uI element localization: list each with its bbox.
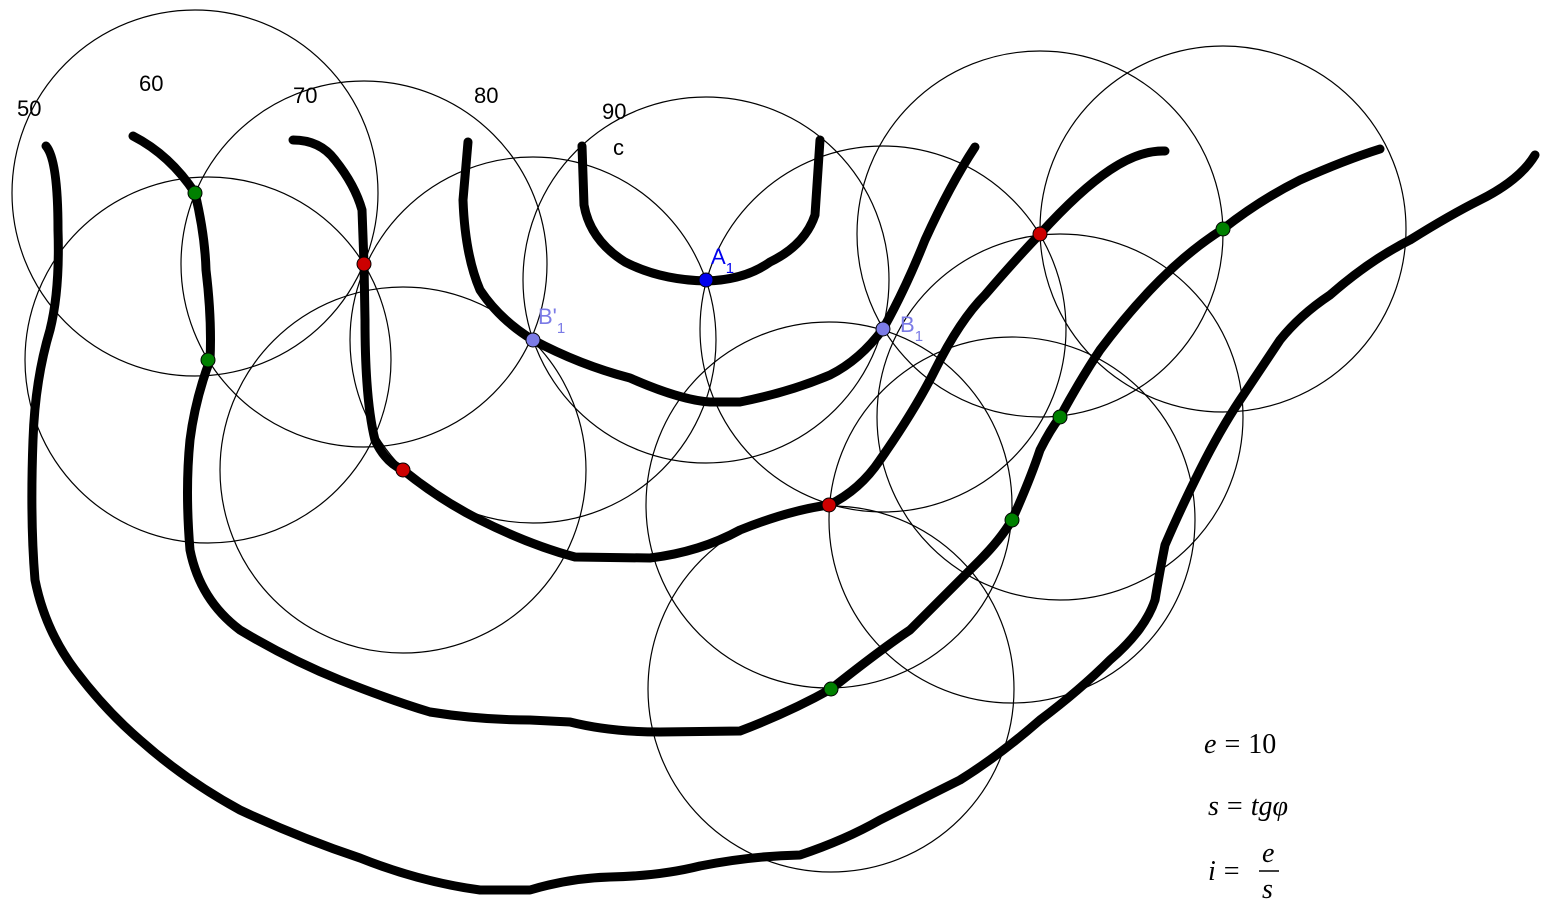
point-b1	[875, 321, 891, 337]
elevation-labels: 50 60 70 80 90 c	[17, 71, 626, 160]
green-point	[187, 185, 203, 201]
green-point	[1052, 409, 1068, 425]
label-80: 80	[474, 83, 498, 108]
label-50: 50	[17, 96, 41, 121]
label-a1: A1	[711, 244, 734, 277]
circle-5	[349, 156, 717, 524]
contour-lines	[27, 131, 1540, 895]
label-b1: B1	[900, 312, 923, 345]
formula-i: i =	[1208, 856, 1240, 887]
green-point	[1004, 512, 1020, 528]
red-point	[356, 256, 372, 272]
circle-2	[24, 176, 392, 544]
green-point	[823, 681, 839, 697]
red-point	[821, 497, 837, 513]
intersection-points	[187, 185, 1231, 697]
circle-13	[828, 336, 1196, 704]
red-point	[1032, 226, 1048, 242]
circle-6	[522, 96, 890, 464]
label-60: 60	[139, 71, 163, 96]
red-point	[395, 462, 411, 478]
circle-1	[11, 9, 379, 377]
green-point	[1215, 221, 1231, 237]
contour-50	[27, 141, 1540, 895]
point-labels: A1 B1 B'1	[538, 244, 923, 345]
label-70: 70	[293, 83, 317, 108]
label-b1-prime: B'1	[538, 304, 565, 337]
contour-60	[128, 131, 1385, 737]
formulas: e = 10 s = tgφ i = e s	[1204, 729, 1288, 902]
label-c: c	[613, 135, 624, 160]
label-90: 90	[602, 99, 626, 124]
circle-12	[876, 233, 1244, 601]
contour-90	[577, 135, 825, 286]
formula-s: s = tgφ	[1208, 791, 1288, 822]
formula-i-denominator: s	[1262, 874, 1273, 902]
construction-circles	[11, 9, 1407, 873]
circle-3	[180, 80, 548, 448]
contour-80	[458, 137, 980, 407]
formula-i-numerator: e	[1262, 838, 1274, 869]
green-point	[200, 352, 216, 368]
contour-70	[288, 135, 1170, 563]
circle-7	[699, 145, 1067, 513]
point-b1-prime	[525, 332, 541, 348]
formula-e: e = 10	[1204, 729, 1276, 760]
point-a1	[698, 272, 714, 288]
circle-4	[219, 286, 587, 654]
